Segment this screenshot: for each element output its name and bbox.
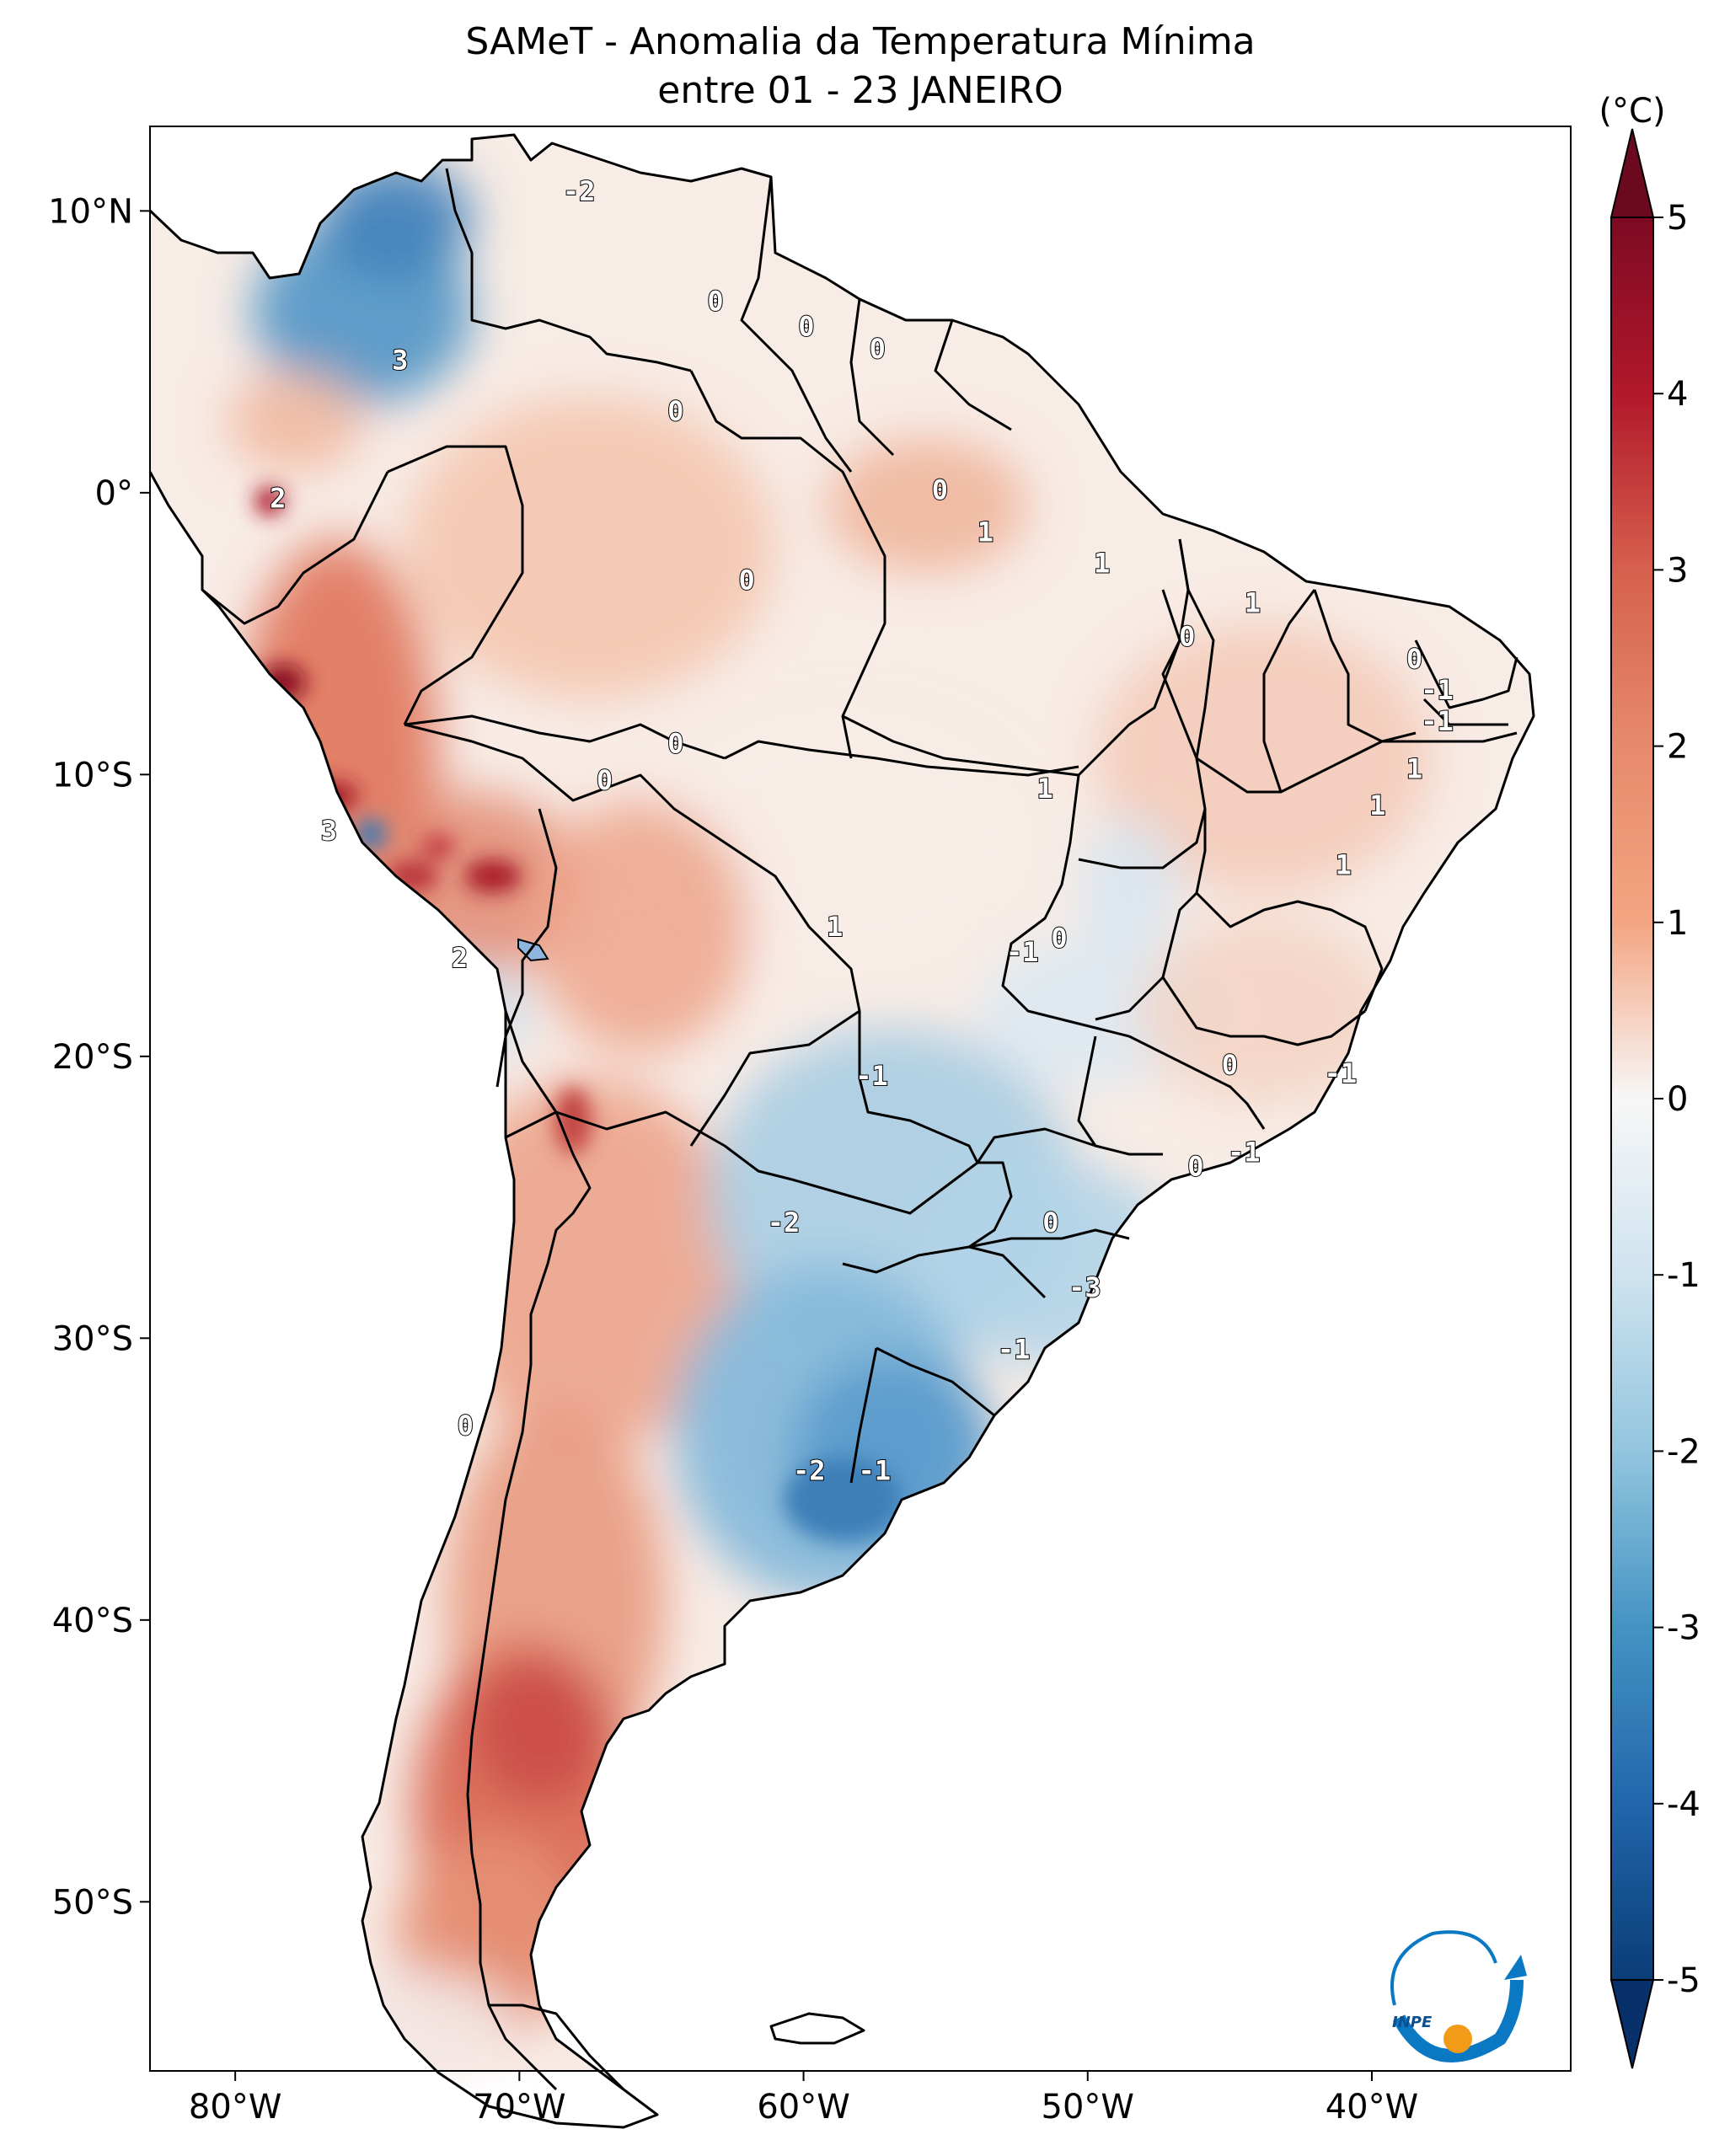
x-tick-label: 60°W [757, 2088, 849, 2127]
y-tick-label: 20°S [52, 1038, 133, 1077]
colorbar-tick-label: -2 [1667, 1432, 1701, 1471]
contour-label: 1 [1094, 547, 1110, 579]
colorbar-tick-label: 1 [1667, 904, 1688, 943]
colorbar-tick-label: -5 [1667, 1961, 1701, 2000]
colorbar-tick-label: 5 [1667, 199, 1688, 238]
contour-label: 0 [1406, 643, 1422, 675]
contour-label: 0 [1187, 1150, 1203, 1182]
map-title-line1: SAMeT - Anomalia da Temperatura Mínima [465, 20, 1256, 63]
contour-label: -2 [768, 1206, 801, 1238]
contour-label: 1 [1037, 773, 1053, 805]
y-tick-label: 10°N [48, 192, 133, 231]
contour-label: 0 [667, 728, 683, 760]
contour-label: 0 [1042, 1206, 1058, 1238]
colorbar-tick-label: 2 [1667, 728, 1688, 767]
contour-label: -2 [793, 1455, 826, 1487]
contour-label: -1 [1421, 674, 1454, 706]
contour-label: 2 [452, 942, 468, 974]
colorbar-tick-label: 4 [1667, 375, 1688, 414]
logo-text: INPE [1392, 2014, 1433, 2031]
logo-swoosh-icon [1392, 1979, 1524, 2062]
contour-label: 1 [1406, 753, 1422, 785]
contour-label: 3 [392, 345, 408, 377]
contour-label: -1 [1325, 1057, 1358, 1089]
colorbar-tick-label: 0 [1667, 1080, 1688, 1119]
colorbar-tick-label: -4 [1667, 1785, 1701, 1824]
colorbar-gradient [1610, 217, 1654, 1981]
contour-label: 0 [1222, 1049, 1238, 1081]
contour-label: 0 [458, 1410, 474, 1442]
contour-label: -1 [1421, 705, 1454, 737]
colorbar-min-extension [1609, 1979, 1655, 2069]
contour-label: -3 [1069, 1271, 1101, 1303]
contour-label: 0 [1179, 620, 1195, 652]
map-title-line2: entre 01 - 23 JANEIRO [657, 69, 1063, 112]
contour-label: -1 [855, 1060, 888, 1092]
coastline-and-borders [148, 133, 1535, 2129]
contour-label: 0 [707, 285, 723, 317]
contour-label: 0 [932, 473, 948, 506]
y-tick-label: 10°S [52, 756, 133, 794]
logo-orbit-icon [1390, 1930, 1497, 2006]
contour-label: 3 [321, 815, 337, 847]
logo-sun-icon [1443, 2025, 1472, 2053]
y-tick-label: 50°S [52, 1883, 133, 1922]
map-frame [149, 126, 1572, 2072]
x-tick-label: 70°W [473, 2088, 565, 2127]
contour-label: 0 [738, 564, 754, 597]
colorbar-tick-label: -3 [1667, 1609, 1701, 1648]
x-tick-label: 50°W [1042, 2088, 1134, 2127]
contour-label: 2 [270, 483, 286, 515]
contour-label: -2 [563, 175, 596, 207]
contour-label: 1 [977, 516, 994, 548]
contour-label: 0 [798, 310, 814, 342]
contour-label: 1 [1245, 586, 1261, 618]
y-axis-ticks: 10°N 0° 10°S 20°S 30°S 40°S 50°S [48, 192, 150, 1922]
contour-label: -1 [998, 1334, 1031, 1366]
contour-label: 0 [1051, 922, 1067, 954]
contour-label: -1 [1228, 1137, 1261, 1169]
logo-arrow-icon [1504, 1955, 1527, 1980]
contour-label: 1 [827, 911, 843, 943]
contour-label: 0 [667, 395, 683, 427]
y-tick-label: 0° [95, 474, 133, 513]
contour-label: 1 [1336, 848, 1352, 880]
y-tick-label: 40°S [52, 1602, 133, 1640]
colorbar-max-extension [1609, 128, 1655, 218]
colorbar-tick-label: -1 [1667, 1256, 1701, 1295]
x-tick-label: 40°W [1326, 2088, 1418, 2127]
colorbar-unit-label: (°C) [1599, 92, 1665, 131]
colorbar: (°C) 5 4 3 2 1 0 -1 -2 -3 -4 -5 [1599, 92, 1701, 2069]
x-axis-ticks: 80°W 70°W 60°W 50°W 40°W [189, 2071, 1418, 2127]
inpe-logo: INPE [1390, 1930, 1527, 2062]
colorbar-tick-label: 3 [1667, 551, 1688, 590]
contour-label: 1 [1369, 789, 1385, 821]
y-tick-label: 30°S [52, 1319, 133, 1358]
contour-label: -1 [859, 1455, 892, 1487]
x-tick-label: 80°W [189, 2088, 281, 2127]
contour-label: 0 [597, 764, 613, 796]
colorbar-ticks: 5 4 3 2 1 0 -1 -2 -3 -4 -5 [1653, 199, 1701, 2000]
contour-label: 0 [870, 333, 886, 365]
contour-label: -1 [1006, 936, 1039, 968]
